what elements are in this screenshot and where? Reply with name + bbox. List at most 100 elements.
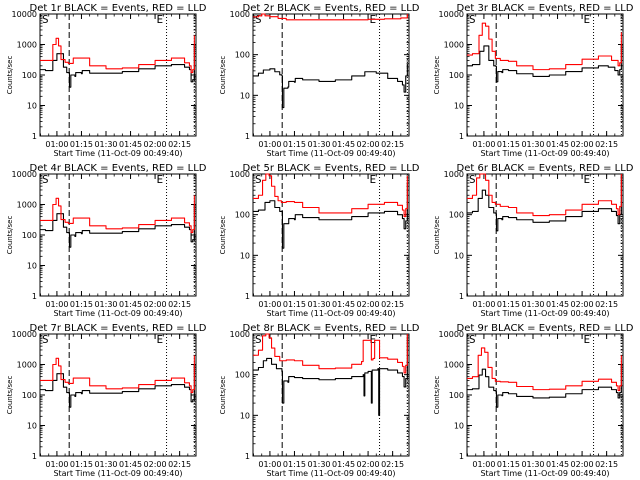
x-tick-label: 01:00	[258, 300, 281, 309]
x-tick-label: 02:15	[168, 300, 191, 309]
x-tick-label: 01:00	[472, 140, 495, 149]
y-tick-label: 100	[22, 71, 37, 80]
x-axis-label: Start Time (11-Oct-09 00:49:40)	[53, 309, 182, 318]
x-tick-label: 01:30	[521, 460, 544, 469]
plot-frame	[252, 173, 410, 297]
start-marker: S	[255, 173, 262, 186]
x-tick-label: 01:00	[258, 460, 281, 469]
x-tick-label: 01:30	[94, 140, 117, 149]
chart-title: Det 8r BLACK = Events, RED = LLD	[243, 323, 420, 334]
y-tick-label: 100	[449, 71, 464, 80]
x-tick-label: 01:15	[283, 460, 306, 469]
chart-panel-3: Det 3r BLACK = Events, RED = LLD 1 10 100 10…	[433, 3, 634, 158]
x-tick-label: 01:15	[283, 140, 306, 149]
series-line-events	[40, 364, 195, 408]
y-tick-label: 1	[32, 452, 37, 461]
x-tick-label: 01:30	[307, 300, 330, 309]
x-tick-label: 02:00	[357, 300, 380, 309]
x-tick-label: 02:00	[144, 140, 167, 149]
x-tick-label: 02:00	[571, 140, 594, 149]
x-tick-label: 01:00	[472, 460, 495, 469]
x-axis-label: Start Time (11-Oct-09 00:49:40)	[53, 149, 182, 158]
x-tick-label: 01:30	[307, 140, 330, 149]
y-tick-label: 100	[235, 371, 250, 380]
start-marker: S	[255, 333, 262, 346]
x-tick-label: 02:15	[595, 140, 618, 149]
y-tick-label: 10	[27, 422, 37, 431]
y-tick-label: 10	[240, 411, 250, 420]
y-tick-label: 10000	[12, 10, 37, 19]
y-tick-label: 1000	[444, 170, 464, 179]
y-tick-label: 1000	[230, 170, 250, 179]
series-line-lld	[253, 333, 408, 374]
end-marker: E	[370, 333, 377, 346]
y-axis-label: Counts/sec	[219, 56, 227, 95]
y-tick-label: 100	[22, 231, 37, 240]
chart-panel-2: Det 2r BLACK = Events, RED = LLD 1 10 100 10…	[219, 3, 420, 158]
x-tick-label: 02:15	[168, 140, 191, 149]
y-tick-label: 1	[459, 452, 464, 461]
x-tick-label: 01:30	[94, 300, 117, 309]
end-marker: E	[584, 173, 591, 186]
chart-panel-4: Det 4r BLACK = Events, RED = LLD 1 10 100 10…	[6, 163, 207, 318]
y-tick-label: 10000	[439, 10, 464, 19]
y-tick-label: 1000	[17, 41, 37, 50]
series-line-events	[40, 44, 195, 88]
series-line-lld	[40, 355, 195, 394]
y-axis-label: Counts/sec	[433, 216, 441, 255]
plot-frame	[466, 13, 624, 137]
series-line-lld	[253, 173, 408, 218]
chart-panel-5: Det 5r BLACK = Events, RED = LLD 1 10 100 10…	[219, 163, 420, 318]
series-line-events	[253, 183, 408, 249]
x-tick-label: 01:45	[332, 300, 355, 309]
x-tick-label: 01:45	[119, 460, 142, 469]
x-tick-label: 01:15	[283, 300, 306, 309]
x-tick-label: 01:45	[332, 460, 355, 469]
x-tick-label: 01:45	[546, 140, 569, 149]
x-axis-label: Start Time (11-Oct-09 00:49:40)	[266, 309, 395, 318]
chart-panel-6: Det 6r BLACK = Events, RED = LLD 1 10 100 10…	[433, 163, 634, 318]
x-tick-label: 02:15	[381, 460, 404, 469]
start-marker: S	[255, 13, 262, 26]
y-axis-label: Counts/sec	[433, 376, 441, 415]
x-tick-label: 01:30	[521, 140, 544, 149]
y-tick-label: 1	[32, 292, 37, 301]
chart-title: Det 6r BLACK = Events, RED = LLD	[457, 163, 634, 174]
series-line-events	[40, 204, 195, 248]
end-marker: E	[584, 333, 591, 346]
series-line-lld	[467, 347, 622, 392]
y-tick-label: 1	[245, 292, 250, 301]
x-tick-label: 02:15	[381, 300, 404, 309]
y-axis-label: Counts/sec	[6, 376, 14, 415]
x-tick-label: 01:15	[70, 300, 93, 309]
series-line-lld	[467, 22, 622, 71]
plot-frame	[39, 173, 197, 297]
x-axis-label: Start Time (11-Oct-09 00:49:40)	[53, 469, 182, 478]
y-tick-label: 1000	[17, 201, 37, 210]
x-tick-label: 01:15	[497, 460, 520, 469]
x-tick-label: 02:00	[571, 300, 594, 309]
chart-title: Det 1r BLACK = Events, RED = LLD	[30, 3, 207, 14]
x-tick-label: 02:00	[357, 460, 380, 469]
start-marker: S	[42, 13, 49, 26]
end-marker: E	[157, 13, 164, 26]
plot-frame	[466, 333, 624, 457]
end-marker: E	[370, 173, 377, 186]
x-tick-label: 01:00	[45, 460, 68, 469]
chart-title: Det 2r BLACK = Events, RED = LLD	[243, 3, 420, 14]
series-line-events	[253, 337, 408, 416]
series-line-lld	[467, 173, 622, 217]
x-tick-label: 01:45	[119, 140, 142, 149]
chart-panel-8: Det 8r BLACK = Events, RED = LLD 1 10 100 10…	[219, 323, 420, 478]
start-marker: S	[469, 13, 476, 26]
y-tick-label: 1	[245, 452, 250, 461]
y-tick-label: 100	[235, 211, 250, 220]
y-axis-label: Counts/sec	[6, 56, 14, 95]
chart-title: Det 7r BLACK = Events, RED = LLD	[30, 323, 207, 334]
y-tick-label: 10	[454, 422, 464, 431]
x-tick-label: 01:00	[258, 140, 281, 149]
start-marker: S	[42, 173, 49, 186]
y-axis-label: Counts/sec	[219, 376, 227, 415]
chart-panel-7: Det 7r BLACK = Events, RED = LLD 1 10 100 10…	[6, 323, 207, 478]
y-tick-label: 10	[454, 251, 464, 260]
